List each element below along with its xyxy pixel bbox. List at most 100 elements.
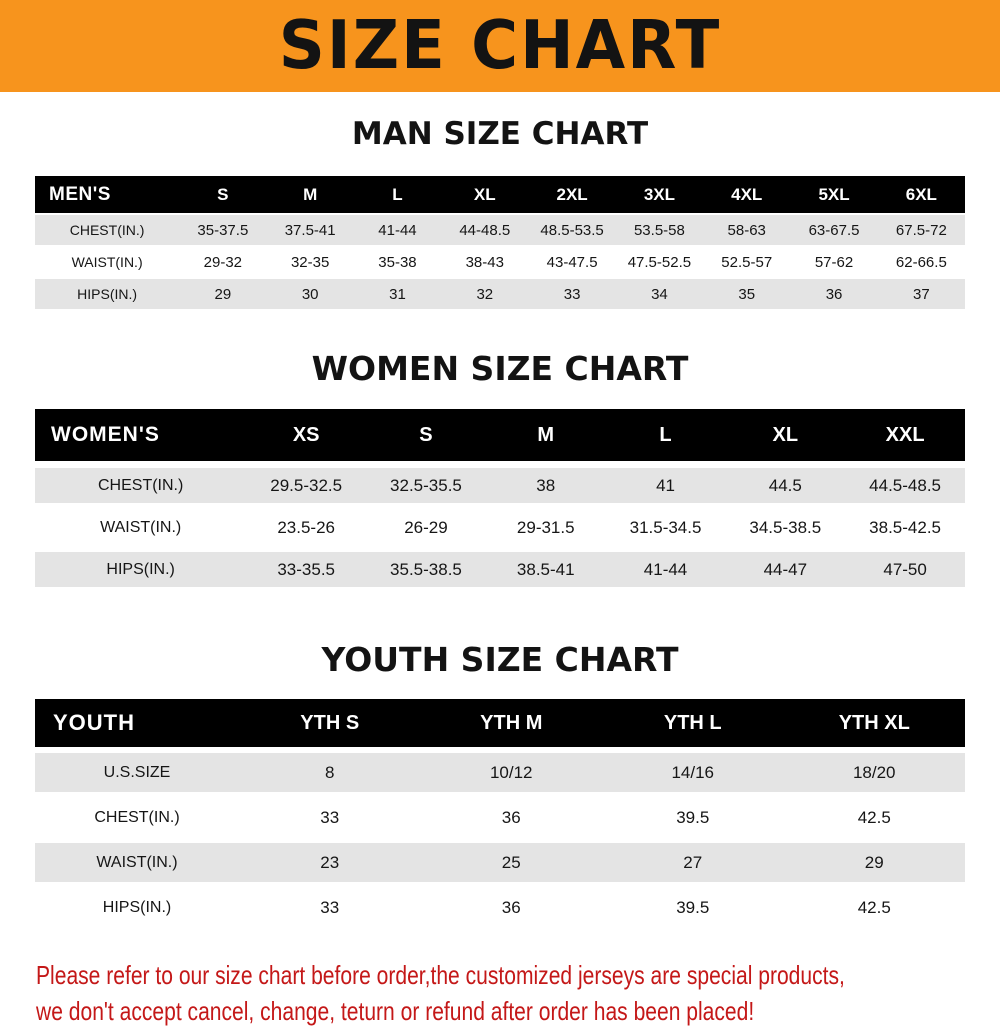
size-value: 47.5-52.5	[615, 247, 704, 277]
size-value: 27	[602, 843, 784, 882]
size-value: 47-50	[845, 552, 965, 587]
men-size-header-cell: 4XL	[703, 176, 791, 213]
size-value: 38	[485, 468, 606, 503]
size-chart-banner: SIZE CHART	[0, 0, 1000, 92]
size-value: 44.5	[725, 468, 846, 503]
size-value: 23.5-26	[246, 510, 367, 545]
men-size-header-cell: S	[179, 176, 267, 213]
measurement-label: WAIST(IN.)	[35, 843, 239, 882]
men-header-row: MEN'S S M L XL 2XL 3XL 4XL 5XL 6XL	[35, 176, 965, 213]
measurement-label: HIPS(IN.)	[35, 888, 239, 927]
size-value: 29.5-32.5	[246, 468, 367, 503]
size-value: 44-47	[725, 552, 846, 587]
size-value: 36	[420, 798, 602, 837]
youth-header-row: YOUTH YTH S YTH M YTH L YTH XL	[35, 699, 965, 747]
size-value: 35-38	[353, 247, 442, 277]
women-size-header-cell: XXL	[845, 409, 965, 461]
size-value: 53.5-58	[615, 215, 704, 245]
size-value: 48.5-53.5	[528, 215, 616, 245]
men-row-hips-in: HIPS(IN.) 29 30 31 32 33 34 35 36 37	[35, 279, 965, 309]
women-size-header-cell: L	[605, 409, 726, 461]
men-size-header-cell: M	[266, 176, 354, 213]
size-value: 36	[420, 888, 602, 927]
size-value: 32.5-35.5	[366, 468, 486, 503]
women-size-table: WOMEN'S XS S M L XL XXL CHEST(IN.) 29.5-32.5 32.5…	[35, 402, 965, 594]
size-value: 8	[239, 753, 421, 792]
youth-row-waist-in: WAIST(IN.) 23 25 27 29	[35, 843, 965, 882]
size-value: 33-35.5	[246, 552, 367, 587]
women-size-header-cell: M	[485, 409, 606, 461]
size-value: 34.5-38.5	[725, 510, 846, 545]
size-value: 58-63	[703, 215, 791, 245]
size-value: 18/20	[783, 753, 965, 792]
size-value: 36	[790, 279, 878, 309]
measurement-label: HIPS(IN.)	[35, 552, 247, 587]
size-value: 42.5	[783, 798, 965, 837]
size-value: 38.5-42.5	[845, 510, 965, 545]
size-value: 67.5-72	[877, 215, 965, 245]
men-size-header-cell: 2XL	[528, 176, 616, 213]
size-value: 44.5-48.5	[845, 468, 965, 503]
women-size-header-cell: XS	[246, 409, 367, 461]
women-size-chart-heading: WOMEN SIZE CHART	[311, 349, 689, 388]
men-size-header-cell: 6XL	[877, 176, 965, 213]
youth-table-title-cell: YOUTH	[35, 699, 239, 747]
banner-title: SIZE CHART	[278, 7, 722, 85]
youth-row-chest-in: CHEST(IN.) 33 36 39.5 42.5	[35, 798, 965, 837]
footer-line-1: Please refer to our size chart before or…	[36, 960, 845, 990]
size-value: 30	[266, 279, 354, 309]
size-value: 33	[239, 888, 421, 927]
youth-size-table: YOUTH YTH S YTH M YTH L YTH XL U.S.SIZE 8 10/12…	[35, 693, 965, 933]
size-value: 41-44	[353, 215, 442, 245]
youth-size-header-cell: YTH L	[602, 699, 784, 747]
size-value: 63-67.5	[790, 215, 878, 245]
men-row-waist-in: WAIST(IN.) 29-32 32-35 35-38 38-43 43-47.5 47.…	[35, 247, 965, 277]
size-value: 14/16	[602, 753, 784, 792]
men-size-table: MEN'S S M L XL 2XL 3XL 4XL 5XL 6XL CHEST(IN.) 35-37…	[35, 174, 965, 311]
measurement-label: WAIST(IN.)	[35, 510, 247, 545]
size-value: 35.5-38.5	[366, 552, 486, 587]
men-size-chart-heading: MAN SIZE CHART	[351, 116, 649, 152]
size-value: 25	[420, 843, 602, 882]
size-value: 33	[528, 279, 616, 309]
size-value: 26-29	[366, 510, 486, 545]
footer-line-2: we don't accept cancel, change, teturn o…	[36, 996, 755, 1027]
size-value: 43-47.5	[528, 247, 616, 277]
youth-row-u-s-size: U.S.SIZE 8 10/12 14/16 18/20	[35, 753, 965, 792]
youth-size-chart-heading: YOUTH SIZE CHART	[321, 640, 679, 679]
size-value: 29-32	[179, 247, 267, 277]
size-value: 41	[605, 468, 726, 503]
size-value: 33	[239, 798, 421, 837]
size-value: 32-35	[266, 247, 354, 277]
women-row-hips-in: HIPS(IN.) 33-35.5 35.5-38.5 38.5-41 41-44 44-…	[35, 552, 965, 587]
women-header-row: WOMEN'S XS S M L XL XXL	[35, 409, 965, 461]
men-size-header-cell: 3XL	[615, 176, 704, 213]
measurement-label: HIPS(IN.)	[35, 279, 180, 309]
size-value: 38-43	[441, 247, 529, 277]
size-value: 34	[615, 279, 704, 309]
size-chart-sections: MAN SIZE CHART MEN'S S M L XL 2XL 3XL 4XL 5XL 6XL C…	[0, 116, 1000, 933]
measurement-label: CHEST(IN.)	[35, 468, 247, 503]
size-value: 31.5-34.5	[605, 510, 726, 545]
measurement-label: CHEST(IN.)	[35, 215, 180, 245]
women-row-chest-in: CHEST(IN.) 29.5-32.5 32.5-35.5 38 41 44.5 44.5…	[35, 468, 965, 503]
size-value: 62-66.5	[877, 247, 965, 277]
size-value: 29	[783, 843, 965, 882]
women-size-header-cell: S	[366, 409, 486, 461]
youth-size-header-cell: YTH XL	[783, 699, 965, 747]
size-value: 32	[441, 279, 529, 309]
youth-size-header-cell: YTH S	[239, 699, 421, 747]
men-row-chest-in: CHEST(IN.) 35-37.5 37.5-41 41-44 44-48.5 48.5…	[35, 215, 965, 245]
men-size-header-cell: XL	[441, 176, 529, 213]
size-value: 29-31.5	[485, 510, 606, 545]
size-value: 10/12	[420, 753, 602, 792]
size-value: 37.5-41	[266, 215, 354, 245]
size-value: 37	[877, 279, 965, 309]
women-size-header-cell: XL	[725, 409, 846, 461]
size-value: 44-48.5	[441, 215, 529, 245]
men-table-title-cell: MEN'S	[35, 176, 180, 213]
footer-note: Please refer to our size chart before or…	[0, 957, 1000, 1030]
size-value: 23	[239, 843, 421, 882]
size-value: 41-44	[605, 552, 726, 587]
size-value: 35-37.5	[179, 215, 267, 245]
